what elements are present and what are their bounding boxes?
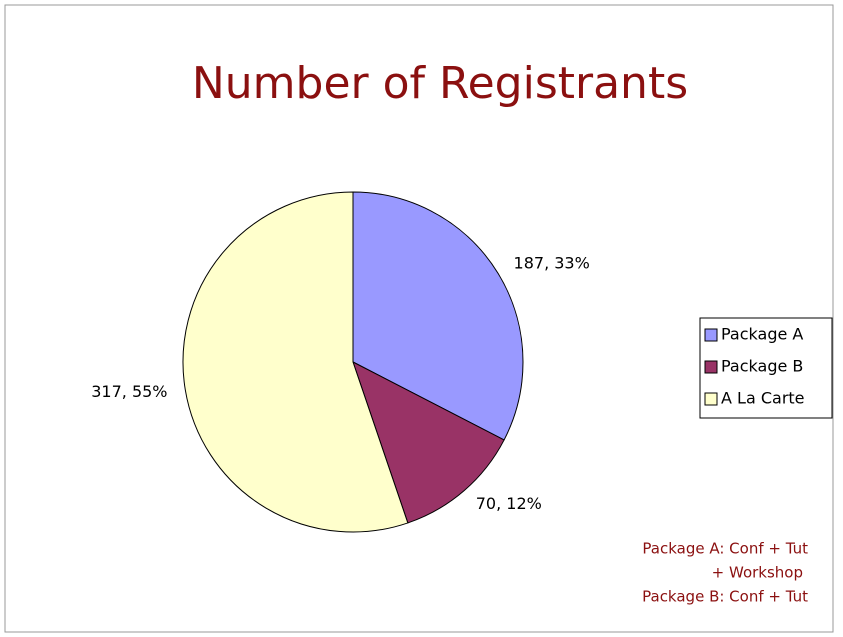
legend-swatch <box>704 360 718 374</box>
data-label: 70, 12% <box>476 494 542 513</box>
annotation: Package A: Conf + Tut <box>642 540 808 558</box>
legend-label: Package A <box>721 325 803 344</box>
pie-slice <box>352 191 524 441</box>
legend-label: Package B <box>721 357 803 376</box>
chart-title: Number of Registrants <box>192 58 688 109</box>
annotation: + Workshop <box>712 564 803 582</box>
legend-label: A La Carte <box>721 389 805 408</box>
annotation: Package B: Conf + Tut <box>642 588 808 606</box>
data-label: 317, 55% <box>91 382 167 401</box>
pie-slice <box>182 191 409 533</box>
legend-swatch <box>704 392 718 406</box>
data-label: 187, 33% <box>514 254 590 273</box>
pie-slice <box>352 360 505 524</box>
legend-box <box>699 317 833 419</box>
legend-swatch <box>704 328 718 342</box>
